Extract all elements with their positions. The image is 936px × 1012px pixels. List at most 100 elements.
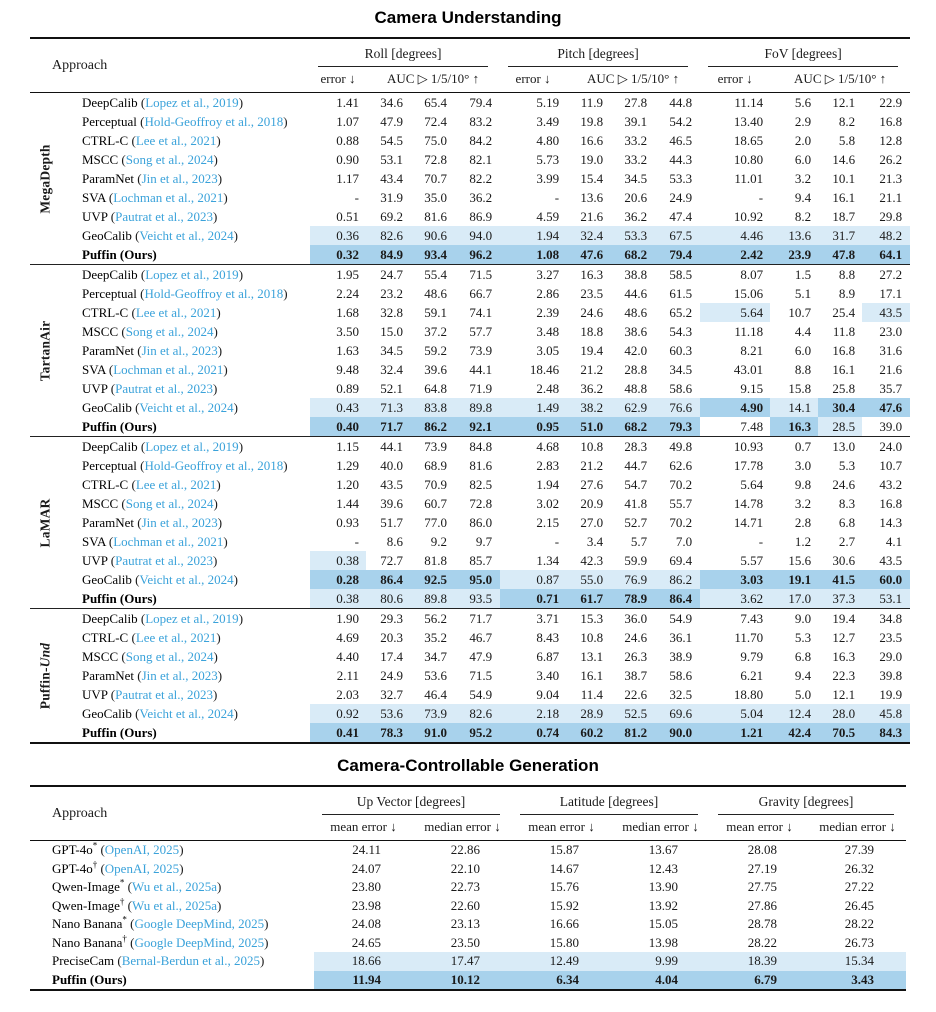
citation-link[interactable]: Lochman et al., 2021	[113, 190, 224, 205]
value-cell: 81.8	[424, 553, 448, 568]
value-cell: 12.1	[832, 95, 856, 110]
group-header-row: Approach Up Vector [degrees] Latitude [d…	[30, 786, 906, 821]
value-cell: 5.0	[794, 687, 812, 702]
citation-link[interactable]: Wu et al., 2025a	[131, 897, 217, 913]
value-cell: 40.0	[380, 458, 404, 473]
citation-link[interactable]: Jin et al., 2023	[141, 515, 218, 530]
method-name: Nano Banana†	[52, 933, 127, 950]
citation-link[interactable]: Jin et al., 2023	[141, 343, 218, 358]
method-name: Puffin (Ours)	[82, 419, 157, 434]
method-label: Puffin (Ours)	[60, 589, 310, 609]
citation-link[interactable]: Pautrat et al., 2023	[115, 553, 213, 568]
value-cell: 36.1	[669, 630, 693, 645]
citation-link[interactable]: Lee et al., 2021	[135, 630, 217, 645]
citation-link[interactable]: Wu et al., 2025a	[131, 879, 217, 894]
citation-link[interactable]: Pautrat et al., 2023	[115, 209, 213, 224]
value-cell: 67.5	[654, 226, 701, 245]
value-cell: 82.6	[454, 704, 501, 723]
value-cell: 10.8	[580, 630, 604, 645]
citation-link[interactable]: Veicht et al., 2024	[139, 572, 234, 587]
citation-link[interactable]: Lopez et al., 2019	[145, 95, 239, 110]
method-name: ParamNet	[82, 515, 134, 530]
citation-link[interactable]: Lopez et al., 2019	[145, 439, 239, 454]
value-cell: 53.6	[366, 704, 411, 723]
value-cell: 37.3	[818, 589, 863, 609]
citation-link[interactable]: Pautrat et al., 2023	[115, 381, 213, 396]
citation-link[interactable]: Song et al., 2024	[125, 152, 214, 167]
value-cell: 12.4	[770, 704, 819, 723]
value-cell: 39.1	[624, 114, 648, 129]
value-cell: 25.8	[832, 381, 856, 396]
value-cell: 36.0	[624, 611, 648, 626]
citation-link[interactable]: Hold-Geoffroy et al., 2018	[144, 286, 284, 301]
method-name: GPT-4o†	[52, 859, 98, 876]
citation-link[interactable]: Veicht et al., 2024	[139, 706, 234, 721]
value-cell: 7.48	[740, 419, 764, 434]
dataset-label-cell: MegaDepth	[30, 93, 60, 265]
value-cell: 11.9	[580, 95, 604, 110]
citation-link[interactable]: Song et al., 2024	[125, 649, 214, 664]
value-cell: 54.9	[469, 687, 493, 702]
citation-link[interactable]: Veicht et al., 2024	[139, 228, 234, 243]
value-cell: 90.6	[410, 226, 455, 245]
dataset-section-puffinund: Puffin-Und DeepCalib (Lopez et al., 2019)…	[30, 608, 911, 743]
value-cell: 6.8	[838, 515, 856, 530]
citation-link[interactable]: Song et al., 2024	[125, 496, 214, 511]
table-row: Puffin (Ours) 0.41 78.3 91.0 95.2 0.74 60.2 81.…	[30, 723, 911, 743]
value-cell: 12.7	[832, 630, 856, 645]
value-cell: 42.4	[770, 723, 819, 743]
value-cell: 10.80	[733, 152, 764, 167]
fov-auc-header: AUC ▷ 1/5/10° ↑	[794, 71, 887, 86]
citation-link[interactable]: Hold-Geoffroy et al., 2018	[144, 458, 284, 473]
method-label: GeoCalib (Veicht et al., 2024)	[82, 228, 238, 243]
citation-link[interactable]: Pautrat et al., 2023	[115, 687, 213, 702]
value-cell: 60.0	[862, 570, 911, 589]
value-cell: 9.4	[794, 668, 812, 683]
method-label: Nano Banana* (Google DeepMind, 2025)	[52, 914, 269, 931]
value-cell: 9.79	[740, 649, 764, 664]
citation-link[interactable]: Lochman et al., 2021	[113, 534, 224, 549]
value-cell: 48.6	[424, 286, 448, 301]
citation-link[interactable]: Lee et al., 2021	[135, 477, 217, 492]
citation-link[interactable]: Bernal-Berdun et al., 2025	[121, 953, 260, 968]
value-cell: 23.0	[879, 324, 903, 339]
latitude-mean-header: mean error ↓	[528, 819, 595, 834]
citation-link[interactable]: Lee et al., 2021	[135, 305, 217, 320]
citation-link[interactable]: Hold-Geoffroy et al., 2018	[144, 114, 284, 129]
citation-link[interactable]: Veicht et al., 2024	[139, 400, 234, 415]
value-cell: 34.5	[669, 362, 693, 377]
pitch-auc-header: AUC ▷ 1/5/10° ↑	[587, 71, 680, 86]
upvector-mean-header: mean error ↓	[330, 819, 397, 834]
citation-link[interactable]: Google DeepMind, 2025	[134, 916, 265, 931]
citation-link[interactable]: OpenAI, 2025	[104, 860, 180, 876]
value-cell: 5.1	[794, 286, 812, 301]
dataset-section-megadepth: MegaDepth DeepCalib (Lopez et al., 2019) 1…	[30, 93, 911, 265]
value-cell: 43.5	[380, 477, 404, 492]
value-cell: 68.2	[610, 245, 655, 265]
value-cell: 0.89	[336, 381, 360, 396]
value-cell: 8.9	[838, 286, 856, 301]
value-cell: 27.2	[879, 267, 903, 282]
citation-link[interactable]: Lopez et al., 2019	[145, 267, 239, 282]
value-cell: 34.7	[424, 649, 448, 664]
pitch-group-header: Pitch [degrees]	[500, 38, 700, 67]
citation-link[interactable]: Lee et al., 2021	[135, 133, 217, 148]
roll-error-header: error ↓	[320, 71, 356, 86]
value-cell: 39.0	[879, 419, 903, 434]
value-cell: 2.18	[500, 704, 567, 723]
citation-link[interactable]: OpenAI, 2025	[104, 842, 180, 857]
method-name: SVA	[82, 534, 106, 549]
table-row: GPT-4o† (OpenAI, 2025) 24.07 22.10 14.67 12.…	[30, 860, 906, 879]
value-cell: 42.0	[624, 343, 648, 358]
citation-link[interactable]: Google DeepMind, 2025	[134, 934, 265, 950]
citation-link[interactable]: Lochman et al., 2021	[113, 362, 224, 377]
citation-link[interactable]: Song et al., 2024	[125, 324, 214, 339]
table-row: Puffin (Ours) 0.32 84.9 93.4 96.2 1.08 47.6 68.…	[30, 245, 911, 265]
citation-link[interactable]: Lopez et al., 2019	[145, 611, 239, 626]
citation-link[interactable]: Jin et al., 2023	[141, 668, 218, 683]
value-cell: 44.1	[469, 362, 493, 377]
citation-link[interactable]: Jin et al., 2023	[141, 171, 218, 186]
value-cell: 91.0	[410, 723, 455, 743]
value-cell: 34.6	[380, 95, 404, 110]
value-cell: 3.27	[536, 267, 560, 282]
